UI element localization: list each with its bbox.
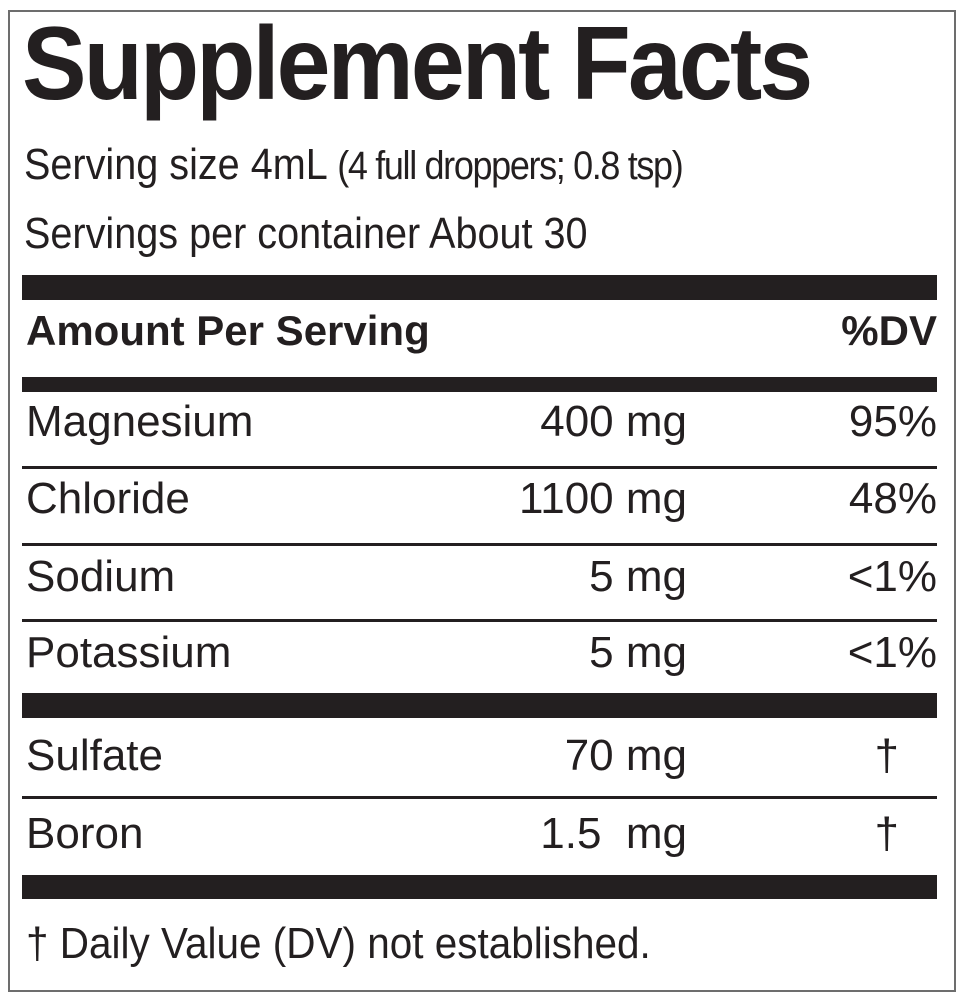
nutrient-amount: 5 mg [589, 628, 687, 677]
nutrient-amount: 1.5 mg [540, 809, 687, 858]
divider-thin [22, 796, 937, 799]
nutrient-dv: <1% [847, 552, 937, 601]
nutrient-row: Magnesium 400 mg 95% [22, 400, 937, 450]
header-amount: Amount Per Serving [26, 307, 430, 354]
nutrient-row: Boron 1.5 mg † [22, 812, 937, 862]
nutrient-name: Magnesium [26, 397, 254, 446]
nutrient-name: Potassium [26, 628, 232, 677]
nutrient-name: Sulfate [26, 731, 163, 780]
nutrient-dv: † [874, 731, 899, 780]
divider-thin [22, 543, 937, 546]
divider-thick [22, 275, 937, 300]
nutrient-name: Sodium [26, 552, 176, 601]
nutrient-amount: 70 mg [564, 731, 687, 780]
nutrient-row: Chloride 1100 mg 48% [22, 477, 937, 527]
nutrient-row: Sodium 5 mg <1% [22, 555, 937, 605]
nutrient-amount: 5 mg [589, 552, 687, 601]
serving-size-detail: (4 full droppers; 0.8 tsp) [337, 144, 683, 188]
divider-thick [22, 693, 937, 718]
header-dv: %DV [841, 307, 937, 354]
nutrient-dv: 48% [848, 474, 937, 523]
nutrient-dv: † [874, 809, 899, 858]
divider-medium [22, 377, 937, 392]
serving-size: Serving size 4mL (4 full droppers; 0.8 t… [24, 140, 684, 189]
label-title: Supplement Facts [22, 6, 813, 122]
nutrient-row: Potassium 5 mg <1% [22, 631, 937, 681]
nutrient-dv: <1% [847, 628, 937, 677]
divider-thick [22, 875, 937, 899]
nutrient-name: Boron [26, 809, 144, 858]
nutrient-dv: 95% [848, 397, 937, 446]
nutrient-row: Sulfate 70 mg † [22, 734, 937, 784]
nutrient-amount: 400 mg [540, 397, 687, 446]
nutrient-name: Chloride [26, 474, 190, 523]
divider-thin [22, 619, 937, 622]
supplement-facts-panel [8, 10, 956, 992]
serving-size-label: Serving size 4mL [24, 140, 327, 189]
servings-per-container: Servings per container About 30 [24, 209, 588, 258]
nutrient-amount: 1100 mg [519, 474, 687, 523]
divider-thin [22, 466, 937, 469]
footnote: † Daily Value (DV) not established. [26, 919, 651, 968]
